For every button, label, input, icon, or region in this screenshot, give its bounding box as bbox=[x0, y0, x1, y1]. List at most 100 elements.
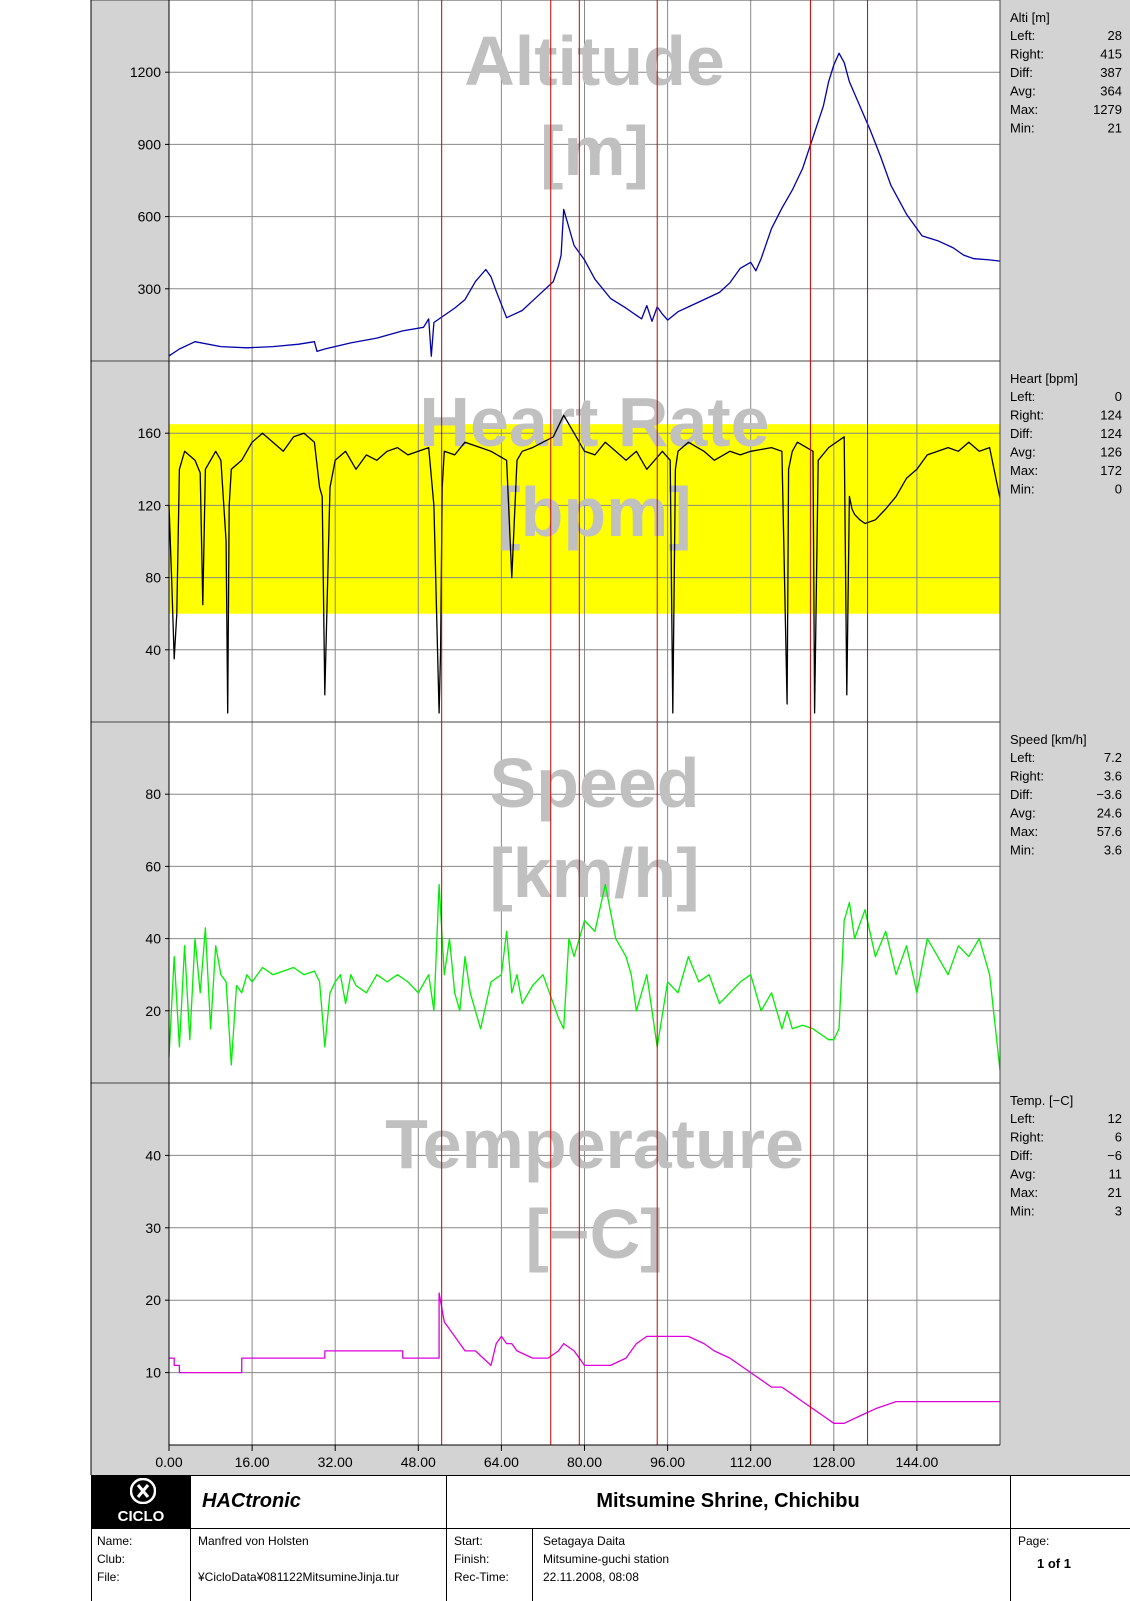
y-tick-label: 1200 bbox=[130, 64, 161, 80]
stats-value: 415 bbox=[1100, 47, 1122, 62]
x-tick-label: 64.00 bbox=[484, 1454, 519, 1470]
stats-label: Avg: bbox=[1010, 806, 1036, 821]
stats-header: Alti [m] bbox=[1010, 10, 1050, 25]
footer-divider bbox=[190, 1528, 1130, 1529]
stats-value: −3.6 bbox=[1096, 787, 1122, 802]
stats-label: Avg: bbox=[1010, 445, 1036, 460]
stats-label: Max: bbox=[1010, 1185, 1038, 1200]
stats-value: 124 bbox=[1100, 426, 1122, 441]
stats-label: Diff: bbox=[1010, 65, 1033, 80]
footer-divider bbox=[92, 1528, 190, 1529]
y-tick-label: 40 bbox=[145, 931, 161, 947]
finish-value: Mitsumine-guchi station bbox=[543, 1552, 670, 1566]
stats-label: Right: bbox=[1010, 47, 1044, 62]
stats-value: 7.2 bbox=[1104, 750, 1122, 765]
x-tick-label: 48.00 bbox=[401, 1454, 436, 1470]
panel-title-unit: [bpm] bbox=[497, 473, 691, 551]
x-tick-label: 128.00 bbox=[812, 1454, 855, 1470]
stats-value: 24.6 bbox=[1097, 806, 1122, 821]
panel-title: Speed bbox=[489, 744, 699, 822]
stats-value: −6 bbox=[1107, 1148, 1122, 1163]
panel-title-unit: [m] bbox=[540, 112, 649, 190]
stats-value: 3.6 bbox=[1104, 843, 1122, 858]
y-tick-label: 60 bbox=[145, 858, 161, 874]
panel-title-unit: [km/h] bbox=[490, 834, 700, 912]
x-tick-label: 112.00 bbox=[730, 1454, 772, 1470]
club-label: Club: bbox=[97, 1552, 126, 1566]
footer-divider bbox=[1010, 1476, 1011, 1601]
report-footer: CICLO SPORT HACtronic Mitsumine Shrine, … bbox=[91, 1475, 1130, 1601]
stats-value: 57.6 bbox=[1097, 824, 1122, 839]
panel-title-unit: [−C] bbox=[525, 1195, 663, 1273]
marker-lines bbox=[441, 0, 869, 1445]
stats-label: Diff: bbox=[1010, 787, 1033, 802]
stats-label: Diff: bbox=[1010, 1148, 1033, 1163]
stats-value: 3.6 bbox=[1104, 769, 1122, 784]
y-tick-label: 20 bbox=[145, 1292, 161, 1308]
stats-value: 364 bbox=[1100, 84, 1122, 99]
panel-title: Heart Rate bbox=[419, 383, 769, 461]
name-label: Name: bbox=[97, 1534, 133, 1548]
y-tick-label: 80 bbox=[145, 570, 161, 586]
stats-label: Right: bbox=[1010, 408, 1044, 423]
file-value: ¥CicloData¥081122MitsumineJinja.tur bbox=[198, 1570, 400, 1584]
x-tick-label: 80.00 bbox=[567, 1454, 602, 1470]
stats-label: Diff: bbox=[1010, 426, 1033, 441]
report-title: Mitsumine Shrine, Chichibu bbox=[596, 1490, 860, 1512]
stats-value: 0 bbox=[1115, 389, 1122, 404]
footer-divider bbox=[190, 1476, 191, 1601]
rectime-value: 22.11.2008, 08:08 bbox=[543, 1570, 639, 1584]
stats-label: Avg: bbox=[1010, 84, 1036, 99]
stats-value: 12 bbox=[1108, 1111, 1122, 1126]
stats-label: Min: bbox=[1010, 121, 1035, 136]
stats-label: Min: bbox=[1010, 482, 1035, 497]
stats-value: 21 bbox=[1108, 1185, 1122, 1200]
x-tick-label: 16.00 bbox=[235, 1454, 270, 1470]
x-tick-label: 144.00 bbox=[895, 1454, 938, 1470]
y-tick-label: 80 bbox=[145, 786, 161, 802]
ciclosport-logo-mark bbox=[130, 1478, 156, 1504]
page-label: Page: bbox=[1018, 1534, 1050, 1548]
y-tick-label: 40 bbox=[145, 642, 161, 658]
ciclosport-logo: CICLO SPORT bbox=[92, 1476, 190, 1542]
stats-value: 1279 bbox=[1093, 102, 1122, 117]
stats-label: Max: bbox=[1010, 102, 1038, 117]
y-tick-label: 30 bbox=[145, 1220, 161, 1236]
x-tick-label: 32.00 bbox=[318, 1454, 353, 1470]
start-value: Setagaya Daita bbox=[543, 1534, 626, 1548]
stats-value: 28 bbox=[1108, 28, 1122, 43]
stats-label: Avg: bbox=[1010, 1167, 1036, 1182]
logo-brand-text: CICLO SPORT bbox=[115, 1508, 167, 1542]
panel-heart-rate: 40 80 120 160 Heart Rate [bpm] Heart [bpm] Left… bbox=[91, 360, 1122, 722]
footer-divider bbox=[446, 1476, 447, 1601]
x-axis: 0.00 16.00 32.00 48.00 64.00 80.00 96.00 112.00… bbox=[90, 0, 1001, 1475]
series-line bbox=[169, 1292, 1000, 1424]
stats-value: 6 bbox=[1115, 1130, 1122, 1145]
stats-value: 126 bbox=[1100, 445, 1122, 460]
stats-label: Min: bbox=[1010, 843, 1035, 858]
stats-label: Right: bbox=[1010, 769, 1044, 784]
stats-label: Left: bbox=[1010, 750, 1035, 765]
stats-value: 0 bbox=[1115, 482, 1122, 497]
stats-value: 11 bbox=[1109, 1167, 1123, 1182]
stats-value: 124 bbox=[1100, 408, 1122, 423]
stats-value: 172 bbox=[1100, 463, 1122, 478]
page-number: 1 of 1 bbox=[1037, 1556, 1071, 1571]
y-tick-label: 160 bbox=[138, 425, 162, 441]
name-value: Manfred von Holsten bbox=[198, 1534, 309, 1548]
y-tick-label: 40 bbox=[145, 1147, 161, 1163]
stats-value: 387 bbox=[1100, 65, 1122, 80]
series-line bbox=[168, 414, 1001, 714]
panel-title: Altitude bbox=[464, 22, 725, 100]
finish-label: Finish: bbox=[454, 1552, 490, 1566]
stats-label: Right: bbox=[1010, 1130, 1044, 1145]
x-tick-label: 0.00 bbox=[155, 1454, 182, 1470]
y-tick-label: 10 bbox=[145, 1365, 161, 1381]
product-name: HACtronic bbox=[202, 1490, 301, 1512]
y-tick-label: 900 bbox=[138, 136, 162, 152]
footer-divider bbox=[532, 1528, 533, 1601]
y-tick-label: 20 bbox=[145, 1003, 161, 1019]
series-line bbox=[168, 883, 1001, 1071]
